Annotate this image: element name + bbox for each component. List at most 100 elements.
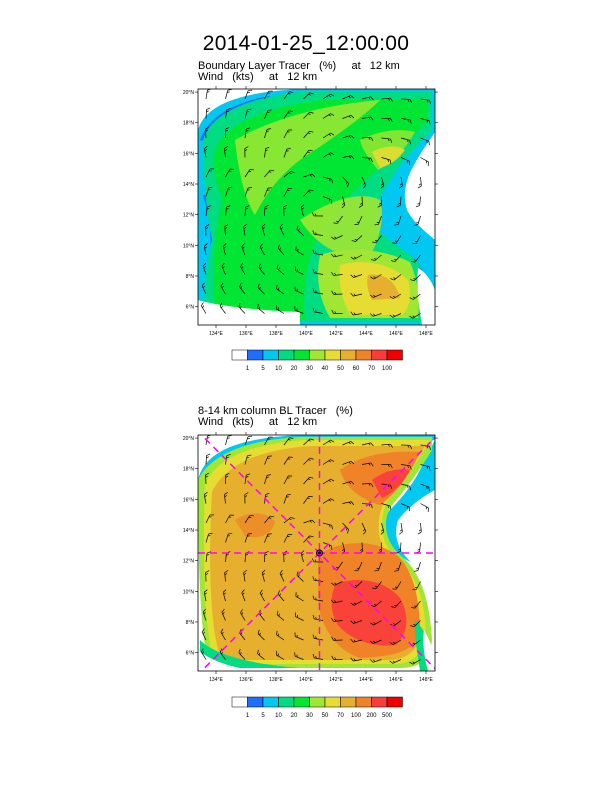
wind-barb bbox=[240, 263, 246, 275]
y-tick-label: 20°N bbox=[183, 436, 195, 442]
wind-barb bbox=[244, 127, 251, 139]
wind-barb bbox=[399, 522, 403, 535]
x-tick-label: 138°E bbox=[269, 331, 283, 337]
wind-barb bbox=[303, 476, 314, 485]
wind-barb bbox=[390, 274, 402, 281]
wind-barb bbox=[283, 170, 295, 178]
x-tick-label: 134°E bbox=[209, 677, 223, 683]
wind-barb bbox=[201, 282, 207, 295]
colorbar-swatch bbox=[262, 349, 279, 361]
colorbar-label: 5 bbox=[261, 366, 265, 372]
wind-barb bbox=[374, 215, 382, 226]
wind-barb bbox=[296, 225, 304, 236]
wind-barb bbox=[361, 176, 367, 189]
wind-barb bbox=[322, 522, 333, 530]
wind-barb bbox=[259, 589, 265, 602]
wind-barb bbox=[203, 491, 208, 504]
wind-barb bbox=[342, 460, 355, 465]
panel1-plot: 134°E 136°E 138°E 140°E 142°E 144°E 146°E 148°E… bbox=[183, 86, 438, 337]
wind-barb bbox=[409, 293, 421, 300]
x-tick-label: 144°E bbox=[359, 677, 373, 683]
wind-barb bbox=[219, 302, 226, 314]
wind-barb bbox=[264, 533, 272, 543]
colorbar-swatch bbox=[324, 696, 341, 708]
x-tick-label: 140°E bbox=[299, 331, 313, 337]
wind-barb bbox=[374, 561, 382, 572]
wind-barb bbox=[224, 492, 228, 504]
wind-barb bbox=[417, 176, 422, 189]
wind-barb bbox=[283, 204, 288, 217]
colorbar-swatch bbox=[231, 696, 248, 708]
wind-barb bbox=[264, 515, 275, 524]
y-tick-label: 12°N bbox=[183, 213, 195, 219]
wind-barb bbox=[225, 168, 234, 178]
x-tick-label: 138°E bbox=[269, 677, 283, 683]
wind-barb bbox=[241, 243, 246, 256]
wind-barb bbox=[413, 561, 421, 572]
wind-barb bbox=[241, 589, 246, 602]
wind-barb bbox=[295, 246, 304, 256]
y-tick-label: 8°N bbox=[186, 274, 195, 280]
wind-barb bbox=[283, 456, 293, 465]
wind-barb bbox=[205, 126, 210, 139]
x-tick-label: 136°E bbox=[239, 677, 253, 683]
wind-barb bbox=[294, 652, 304, 660]
wind-barb bbox=[221, 608, 226, 621]
colorbar-label: 20 bbox=[291, 713, 298, 719]
wind-barb bbox=[390, 254, 402, 262]
wind-barb bbox=[264, 474, 272, 485]
wind-barb bbox=[312, 576, 324, 582]
wind-barb bbox=[420, 137, 430, 146]
wind-barb bbox=[330, 235, 343, 240]
storm-center-ring bbox=[317, 550, 322, 556]
wind-barb bbox=[303, 130, 314, 139]
wind-barb bbox=[342, 501, 355, 506]
wind-barb bbox=[283, 148, 291, 158]
wind-barb bbox=[222, 243, 227, 256]
wind-barb bbox=[377, 196, 382, 208]
wind-barb bbox=[400, 483, 411, 491]
colorbar-swatch bbox=[340, 349, 357, 361]
wind-barb bbox=[264, 205, 269, 217]
wind-barb bbox=[410, 274, 421, 282]
wind-barb bbox=[202, 262, 207, 275]
wind-barb bbox=[396, 542, 402, 554]
colorbar-label: 500 bbox=[382, 713, 393, 719]
wind-barb bbox=[283, 534, 293, 543]
wind-barb bbox=[400, 157, 410, 166]
storm-center-marker bbox=[316, 549, 323, 557]
wind-barb bbox=[370, 600, 382, 608]
colorbar-swatch bbox=[247, 349, 264, 361]
y-tick-label: 18°N bbox=[183, 121, 195, 127]
wind-barb bbox=[350, 254, 363, 260]
wind-barb bbox=[264, 187, 272, 197]
wind-barb bbox=[420, 98, 432, 105]
wind-barb bbox=[205, 532, 213, 543]
colorbar-swatch bbox=[371, 696, 388, 708]
wind-barb bbox=[322, 459, 335, 465]
x-tick-label: 146°E bbox=[389, 331, 403, 337]
colorbar-label: 200 bbox=[366, 713, 377, 719]
wind-barb bbox=[342, 155, 355, 160]
wind-barb bbox=[312, 634, 324, 641]
wind-barb bbox=[244, 435, 253, 446]
x-tick-label: 148°E bbox=[419, 331, 433, 337]
wind-barb bbox=[312, 307, 324, 314]
y-tick-label: 16°N bbox=[183, 151, 195, 157]
wind-barb bbox=[225, 126, 230, 139]
y-tick-label: 12°N bbox=[183, 559, 195, 565]
wind-barb bbox=[342, 441, 355, 446]
wind-barb bbox=[333, 215, 343, 224]
wind-barb bbox=[380, 176, 385, 189]
wind-barb bbox=[400, 503, 410, 512]
wind-barb bbox=[415, 196, 421, 208]
wind-barb bbox=[275, 650, 285, 660]
wind-barb bbox=[399, 176, 403, 189]
colorbar-swatch bbox=[262, 696, 279, 708]
wind-barb bbox=[225, 205, 231, 217]
wind-barb bbox=[311, 558, 324, 563]
wind-barb bbox=[205, 224, 210, 236]
wind-barb bbox=[283, 475, 293, 485]
wind-barb bbox=[283, 129, 293, 139]
